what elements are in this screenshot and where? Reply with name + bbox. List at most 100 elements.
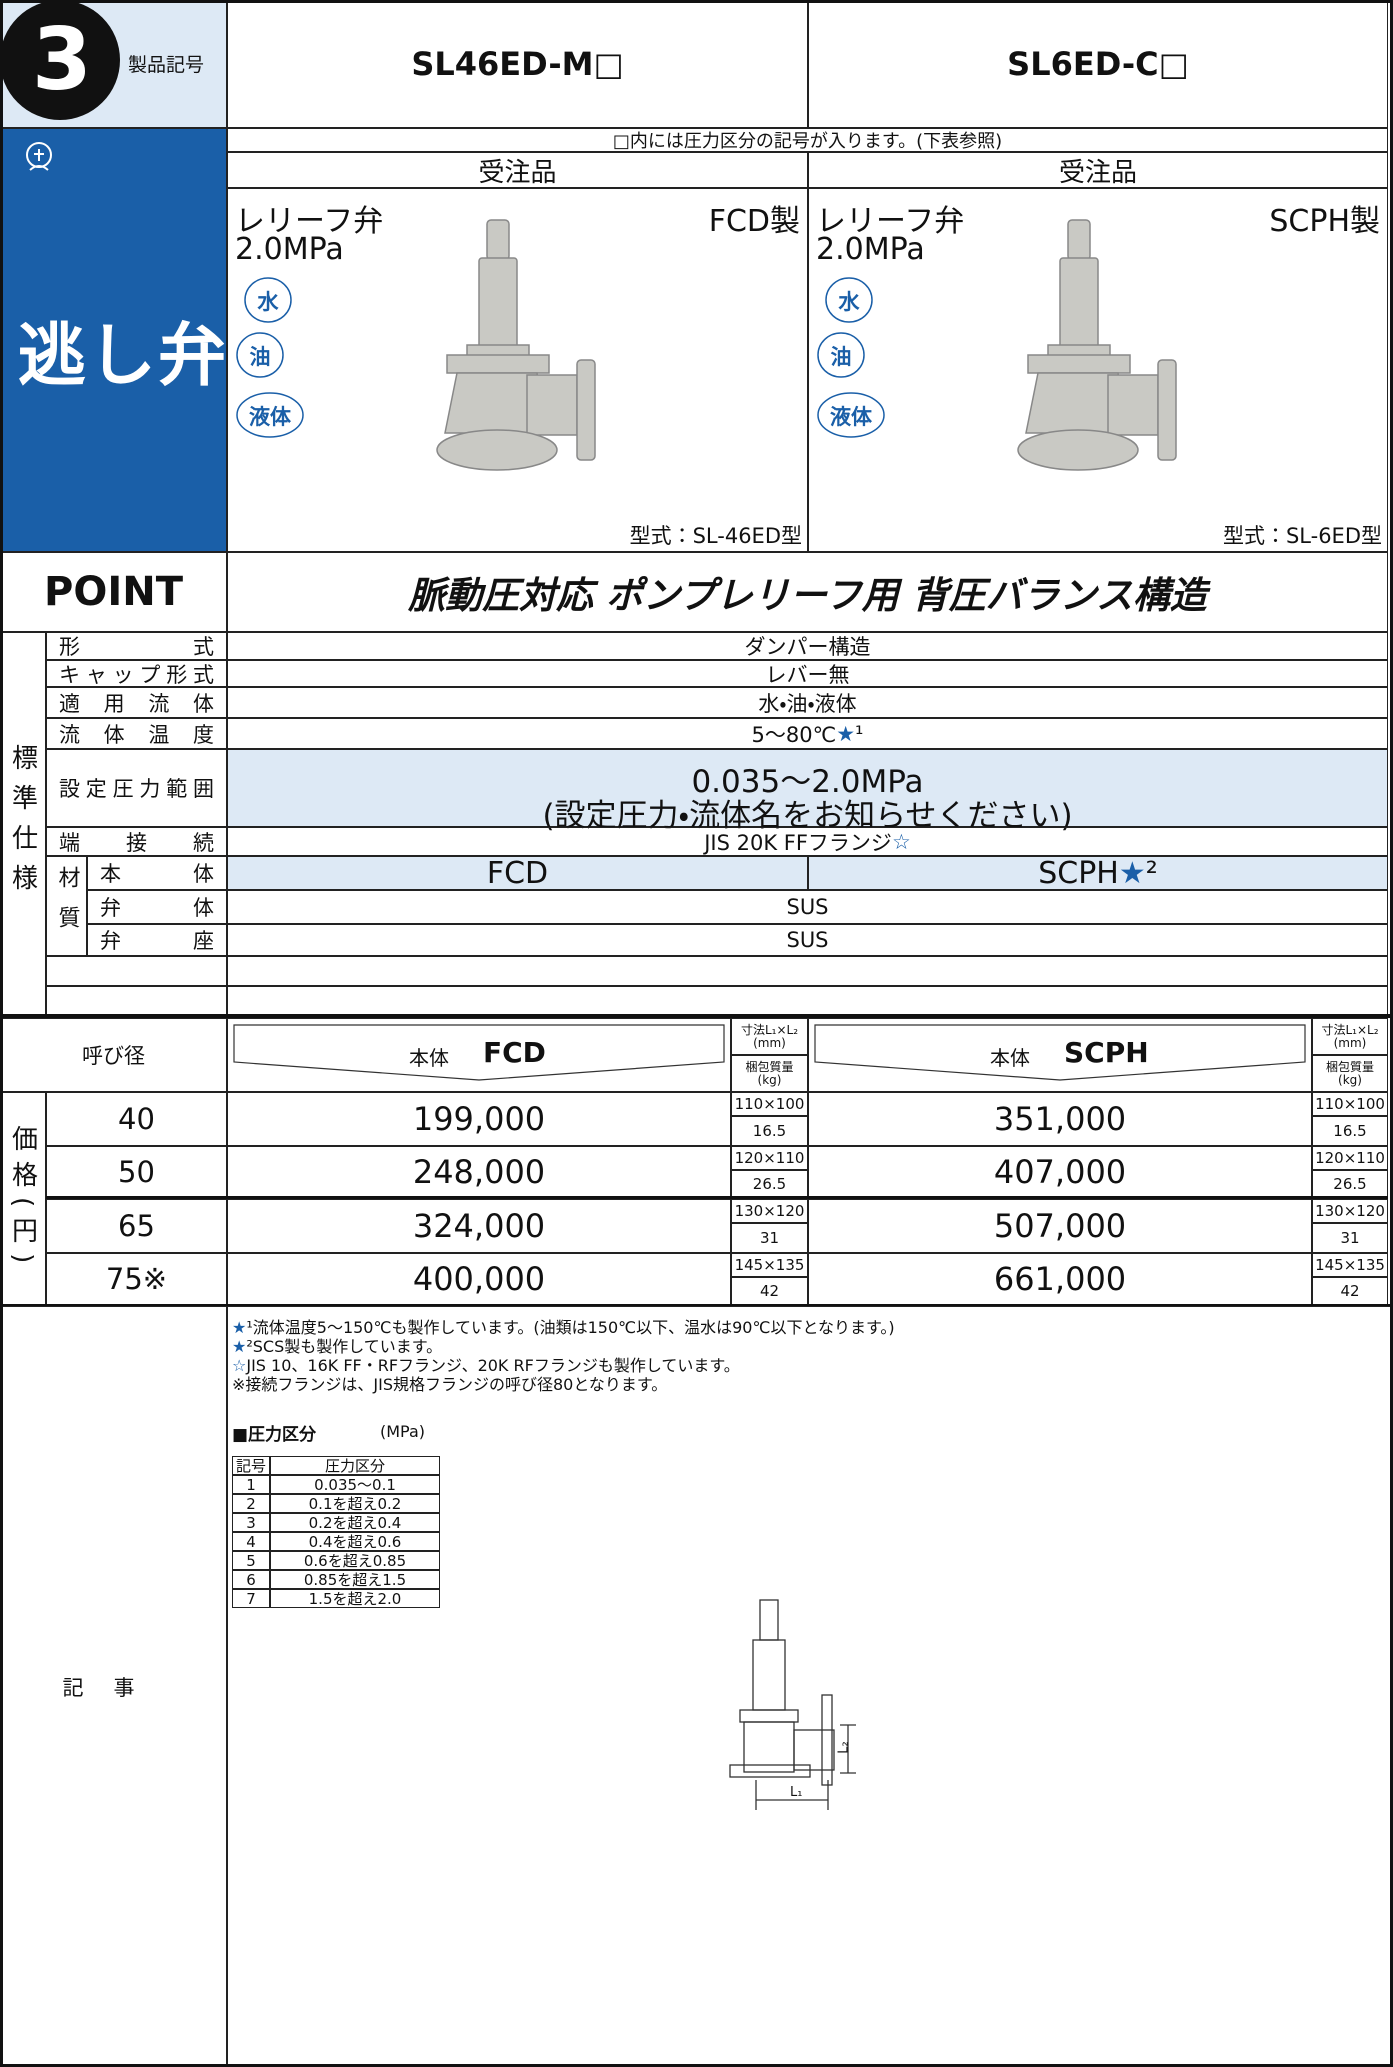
- spec-value: [227, 749, 1388, 827]
- dimension-drawing: [720, 1595, 870, 1819]
- drawing-label: L₁: [790, 1785, 803, 1800]
- spec-value: SUS: [227, 924, 1388, 956]
- spec-value: FCD: [227, 856, 808, 891]
- fluid-icon: [816, 325, 866, 383]
- note-line: ★²SCS製も製作しています。: [232, 1337, 443, 1356]
- table-header: 記号: [232, 1456, 270, 1475]
- spec-label: 設定圧力範囲: [46, 749, 227, 827]
- spec-label: 本体: [87, 856, 227, 890]
- product-material: SCPH製: [1269, 204, 1380, 239]
- number-badge: [0, 0, 125, 129]
- fluid-label: 油: [249, 345, 271, 369]
- weight-cell: 26.5: [1312, 1169, 1388, 1199]
- spec-label-text: 弁体: [100, 896, 214, 920]
- product-pressure: 2.0MPa: [235, 232, 344, 267]
- weight-cell: 42: [731, 1276, 808, 1306]
- spec-label: 適用流体: [46, 687, 227, 718]
- notes-label-cell: 記事: [0, 1306, 227, 2067]
- spec-label-text: キャップ形式: [59, 662, 214, 687]
- divider: [0, 1014, 1393, 1018]
- table-cell: 0.6を超え0.85: [270, 1551, 440, 1570]
- divider: [46, 1196, 1388, 1199]
- blank-row: [227, 956, 1388, 986]
- pressure-range-line: (設定圧力・流体名をお知らせください): [542, 798, 1073, 834]
- size-cell: 75※: [46, 1252, 227, 1306]
- model-cell: SL6ED-C□: [808, 0, 1388, 128]
- spec-label: 弁座: [87, 924, 227, 956]
- fluid-icon: [824, 270, 874, 328]
- price-cell: 661,000: [808, 1252, 1312, 1306]
- blank-row: [227, 986, 1388, 1015]
- pressure-table-title: ■圧力区分: [232, 1425, 317, 1445]
- dim-header: 寸法L₁×L₂ (mm): [731, 1018, 808, 1055]
- spec-label: 形式: [46, 632, 227, 660]
- fluid-label: 水: [257, 290, 279, 314]
- product-name: レリーフ弁: [816, 204, 965, 239]
- spec-label-text: 形式: [59, 635, 214, 659]
- material-label: 材質: [46, 856, 87, 956]
- product-model: 型式：SL-46ED型: [629, 524, 802, 548]
- table-cell: 0.4を超え0.6: [270, 1532, 440, 1551]
- spec-value: ダンパー構造: [227, 632, 1388, 660]
- price-header-cell: [808, 1018, 1312, 1092]
- price-header-body: 本体: [409, 1046, 449, 1070]
- table-cell: 5: [232, 1551, 270, 1570]
- dim-cell: 120×110: [1312, 1145, 1388, 1170]
- dim-cell: 110×100: [1312, 1092, 1388, 1116]
- dim-cell: 130×120: [1312, 1199, 1388, 1223]
- table-cell: 4: [232, 1532, 270, 1551]
- spec-label-text: 適用流体: [59, 691, 214, 716]
- price-cell: 324,000: [227, 1199, 731, 1253]
- spec-label: 流体温度: [46, 718, 227, 749]
- spec-value: SUS: [227, 890, 1388, 924]
- weight-header: 梱包質量 (kg): [731, 1055, 808, 1092]
- table-cell: 0.2を超え0.4: [270, 1513, 440, 1532]
- price-header-arrow: [814, 1024, 1306, 1088]
- fluid-icon: [235, 385, 305, 443]
- table-cell: 0.1を超え0.2: [270, 1494, 440, 1513]
- fluid-icon: [235, 325, 285, 383]
- pressure-table-unit: (MPa): [380, 1422, 426, 1441]
- category-title: 逃し弁: [18, 317, 229, 396]
- point-text: 脈動圧対応 ポンプレリーフ用 背圧バランス構造: [227, 552, 1388, 632]
- spec-label: 端接続: [46, 827, 227, 856]
- pressure-range-line: 0.035～2.0MPa: [691, 764, 924, 800]
- size-cell: 50: [46, 1145, 227, 1199]
- model-cell: SL46ED-M□: [227, 0, 808, 128]
- price-header-body: 本体: [990, 1046, 1030, 1070]
- product-name: レリーフ弁: [235, 204, 384, 239]
- table-cell: 0.035～0.1: [270, 1475, 440, 1494]
- dim-header: 寸法L₁×L₂ (mm): [1312, 1018, 1388, 1055]
- product-pressure: 2.0MPa: [816, 232, 925, 267]
- table-cell: 1.5を超え2.0: [270, 1589, 440, 1608]
- category-icon: [22, 140, 58, 180]
- product-material: FCD製: [708, 204, 800, 239]
- dim-cell: 145×135: [1312, 1252, 1388, 1277]
- valve-image: [427, 210, 617, 494]
- dim-cell: 130×120: [731, 1199, 808, 1223]
- weight-cell: 26.5: [731, 1169, 808, 1199]
- price-cell: 199,000: [227, 1092, 731, 1146]
- blank-row: [46, 956, 227, 986]
- fluid-label: 水: [838, 290, 860, 314]
- table-cell: 3: [232, 1513, 270, 1532]
- spec-label-text: 設定圧力範囲: [59, 777, 214, 801]
- price-cell: 248,000: [227, 1145, 731, 1199]
- spec-value: レバー無: [227, 660, 1388, 687]
- product-cell: [227, 188, 808, 552]
- note-line: ☆JIS 10、16K FF・RFフランジ、20K RFフランジも製作しています…: [232, 1356, 740, 1375]
- spec-label: キャップ形式: [46, 660, 227, 687]
- fluid-icon: [243, 270, 293, 328]
- weight-cell: 31: [731, 1223, 808, 1253]
- note-row: □内には圧力区分の記号が入ります。(下表参照): [227, 128, 1388, 152]
- divider: [0, 1304, 1393, 1307]
- note-line: ※接続フランジは、JIS規格フランジの呼び径80となります。: [232, 1375, 668, 1394]
- price-cell: 407,000: [808, 1145, 1312, 1199]
- spec-section-label: 標準仕様: [0, 632, 46, 1015]
- header-number: 3: [32, 10, 92, 110]
- dim-cell: 120×110: [731, 1145, 808, 1170]
- price-header-material: FCD: [483, 1036, 546, 1069]
- weight-cell: 16.5: [731, 1116, 808, 1146]
- spec-label-text: 端接続: [59, 830, 214, 855]
